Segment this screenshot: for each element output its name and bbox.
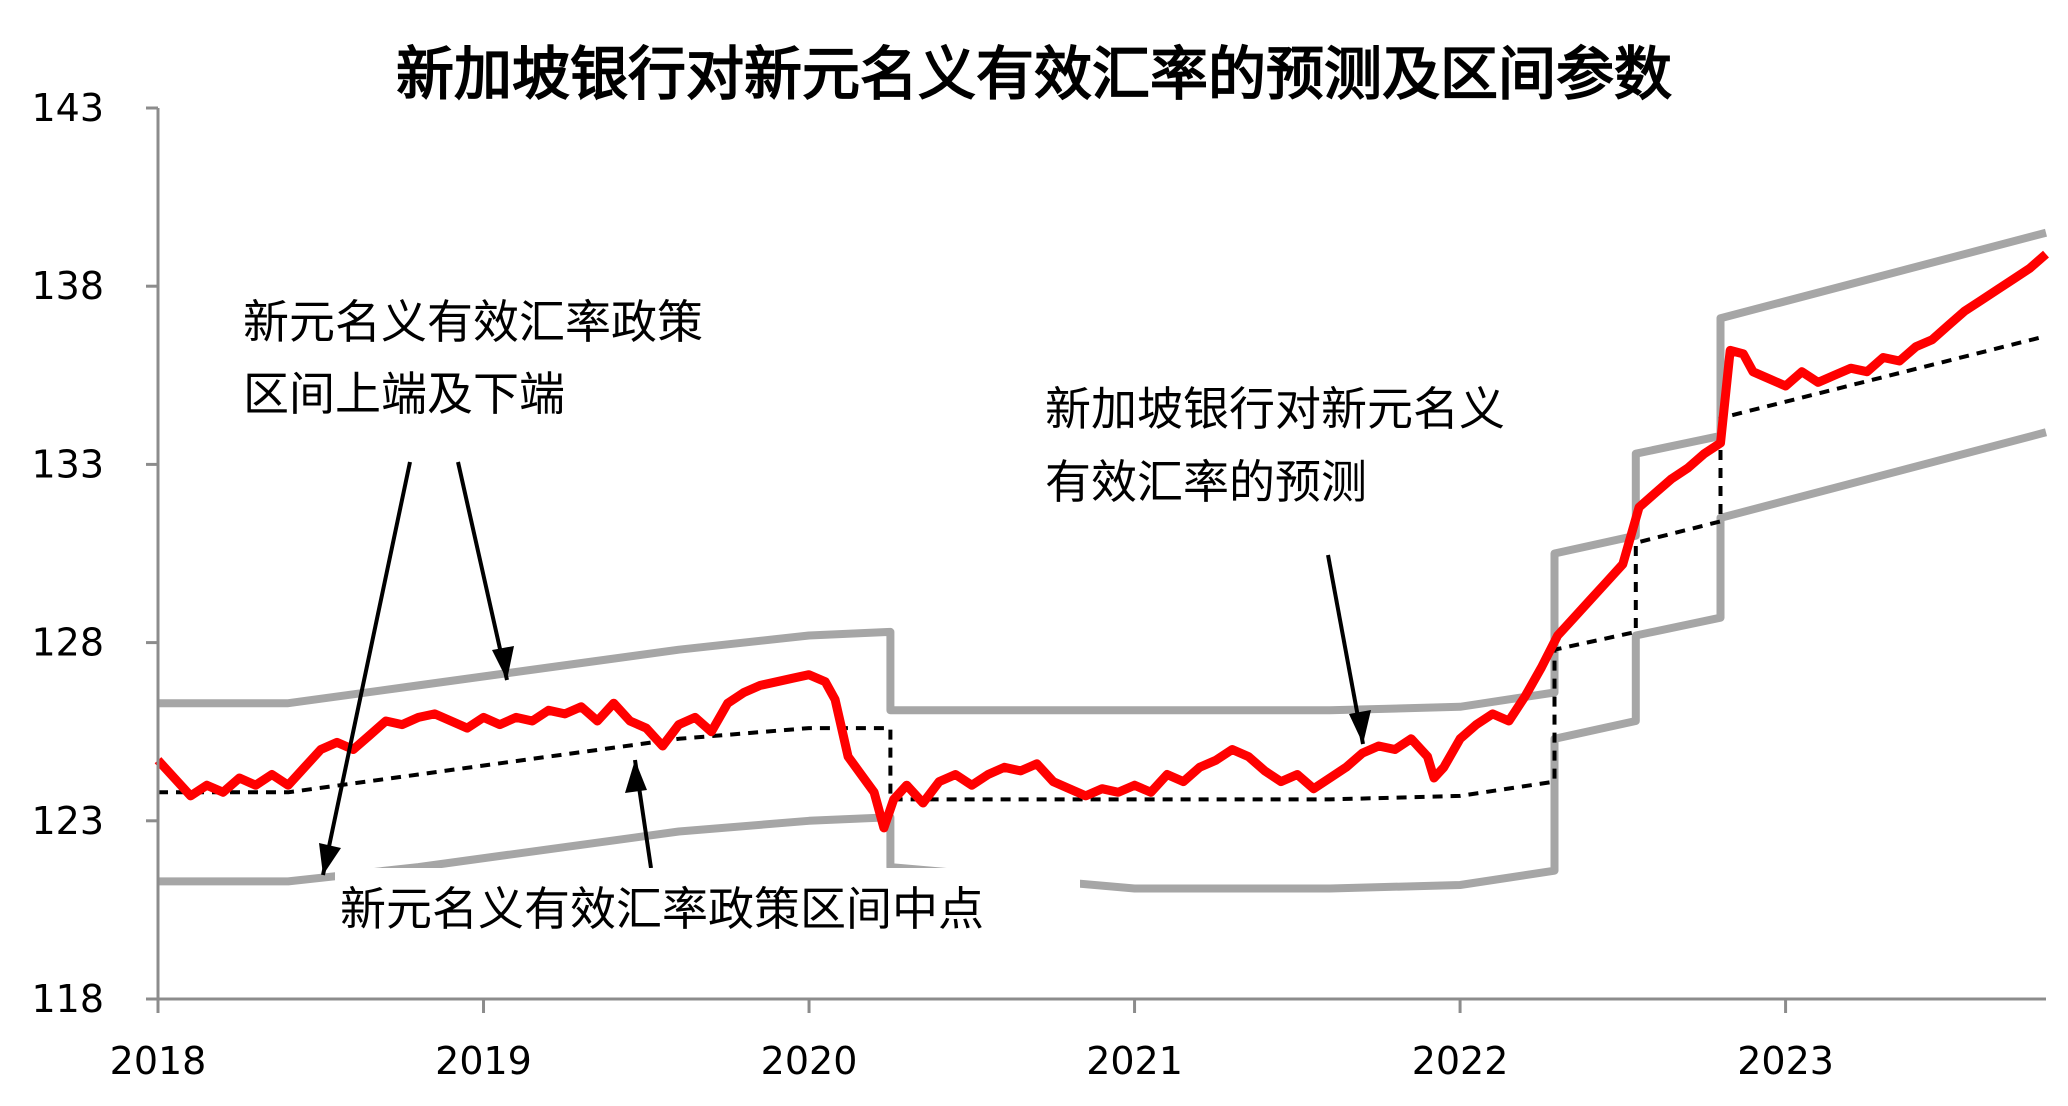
band-annotation-line-1: 新元名义有效汇率政策 xyxy=(243,295,703,349)
midpoint-annotation-box xyxy=(335,868,1080,948)
series-lines xyxy=(154,228,2049,893)
y-tick-label: 118 xyxy=(31,977,104,1021)
x-tick-label: 2019 xyxy=(435,1039,532,1083)
midpoint-annotation-line-1: 新元名义有效汇率政策区间中点 xyxy=(340,882,984,936)
axes xyxy=(156,108,2046,1001)
series-band-lower xyxy=(158,428,2048,893)
forecast-annotation-box xyxy=(1040,368,1560,548)
series-forecast xyxy=(154,250,2049,833)
band-annotation-box xyxy=(238,278,798,428)
series-midpoint xyxy=(158,334,2047,802)
forecast-annotation-line-1: 新加坡银行对新元名义 xyxy=(1045,382,1505,436)
annotations: 新元名义有效汇率政策 区间上端及下端 新加坡银行对新元名义 有效汇率的预测 新元… xyxy=(238,278,1560,948)
midpoint-arrow-head xyxy=(625,760,647,793)
x-axis-ticks: 2018 2019 2020 2021 2022 2023 xyxy=(110,999,1834,1083)
band-arrow-lower-head xyxy=(319,843,341,875)
series-band-upper xyxy=(158,228,2048,715)
arrowheads xyxy=(319,646,1371,875)
y-tick-label: 123 xyxy=(31,799,104,843)
y-tick-label: 133 xyxy=(31,442,104,486)
band-arrow-upper xyxy=(456,461,509,681)
band-arrow-lower xyxy=(321,461,412,876)
band-arrow-upper-head xyxy=(492,646,514,680)
forecast-arrow xyxy=(1326,554,1365,745)
x-tick-label: 2022 xyxy=(1412,1039,1509,1083)
x-tick-label: 2020 xyxy=(761,1039,858,1083)
x-tick-label: 2021 xyxy=(1086,1039,1183,1083)
forecast-annotation-line-2: 有效汇率的预测 xyxy=(1045,455,1367,509)
forecast-arrow-head xyxy=(1349,710,1371,744)
x-tick-label: 2023 xyxy=(1737,1039,1834,1083)
x-tick-label: 2018 xyxy=(110,1039,207,1083)
y-tick-label: 138 xyxy=(31,264,104,308)
y-tick-label: 143 xyxy=(31,86,104,130)
chart-title: 新加坡银行对新元名义有效汇率的预测及区间参数 xyxy=(396,40,1672,108)
y-axis-ticks: 143 138 133 128 123 118 xyxy=(31,86,158,1021)
band-annotation-line-2: 区间上端及下端 xyxy=(243,367,565,421)
y-tick-label: 128 xyxy=(31,621,104,665)
